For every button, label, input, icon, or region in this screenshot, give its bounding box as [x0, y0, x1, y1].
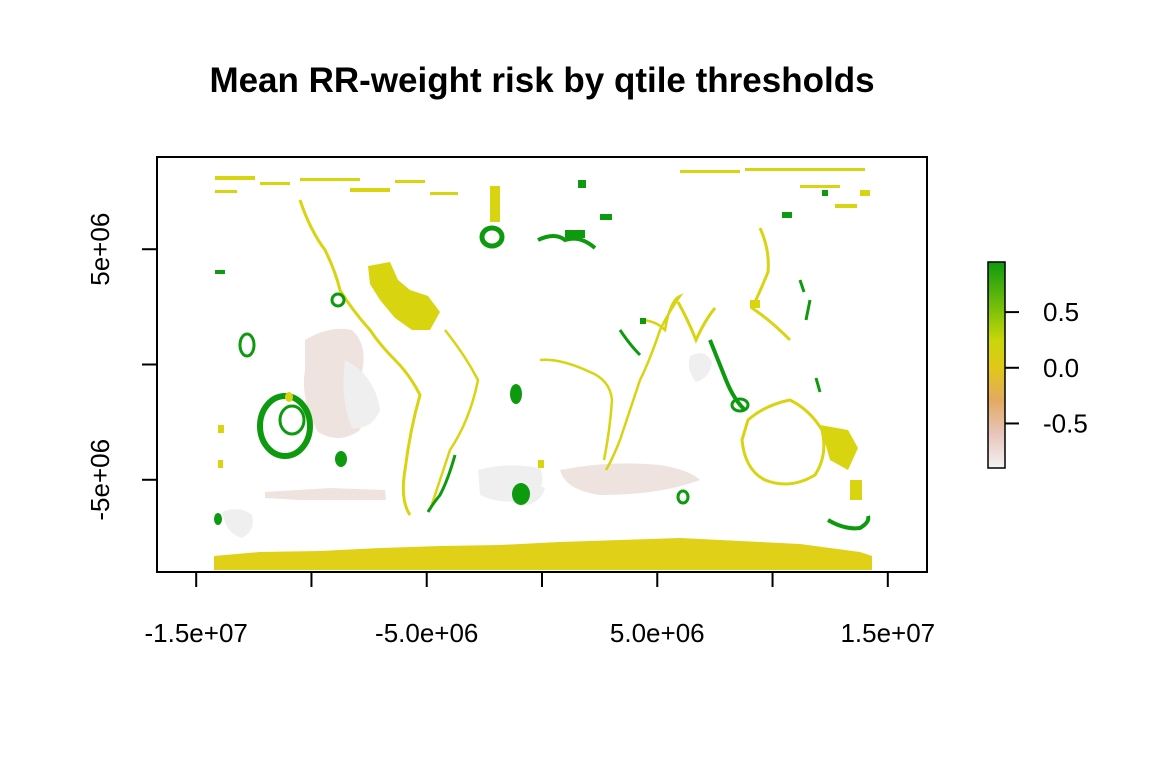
legend-tick-label: -0.5	[1043, 408, 1088, 438]
india-coast	[676, 301, 717, 344]
x-tick-label: -5.0e+06	[375, 618, 478, 648]
east-asia-coast	[750, 227, 792, 342]
new-zealand-green	[826, 515, 871, 531]
negative-patch-south-pacific	[265, 488, 386, 500]
negative-patch-pacific-2	[343, 360, 380, 429]
y-tick-label: -5e+06	[85, 439, 115, 521]
legend-tick-label: 0.5	[1043, 297, 1079, 327]
negative-patch-s-indian	[560, 463, 700, 495]
caribbean-block	[368, 262, 440, 330]
europe-green	[537, 234, 597, 250]
new-guinea	[820, 425, 858, 470]
raster-layer	[214, 168, 872, 570]
negative-patch-indian	[688, 353, 712, 382]
x-axis: -1.5e+07 -5.0e+06 5.0e+06 1.5e+07	[145, 571, 935, 648]
legend-tick-label: 0.0	[1043, 353, 1079, 383]
legend-colorbar	[987, 261, 1006, 469]
plot-title: Mean RR-weight risk by qtile thresholds	[209, 61, 874, 100]
green-features	[238, 225, 750, 505]
africa-east-coast	[604, 293, 684, 471]
pacific-islands	[798, 279, 822, 393]
south-america-east	[428, 329, 480, 511]
color-legend: 0.5 0.0 -0.5	[987, 261, 1088, 469]
arctic-coast	[215, 168, 870, 222]
south-america-green	[426, 454, 457, 513]
green-blobs	[214, 180, 828, 525]
x-tick-label: 1.5e+07	[840, 618, 935, 648]
yellow-blobs	[218, 300, 862, 500]
americas-west-coast	[298, 199, 422, 516]
red-sea-green	[618, 329, 642, 357]
southern-band	[214, 538, 872, 570]
sunda-green	[708, 339, 747, 412]
africa-west-coast	[539, 358, 614, 461]
plot-frame	[156, 156, 928, 573]
negative-patch-sw-pacific	[222, 509, 253, 538]
australia-coast	[740, 398, 826, 486]
y-axis: 5e+06 -5e+06	[85, 213, 158, 521]
x-tick-label: 5.0e+06	[610, 618, 705, 648]
x-tick-label: -1.5e+07	[145, 618, 248, 648]
y-tick-label: 5e+06	[85, 213, 115, 286]
